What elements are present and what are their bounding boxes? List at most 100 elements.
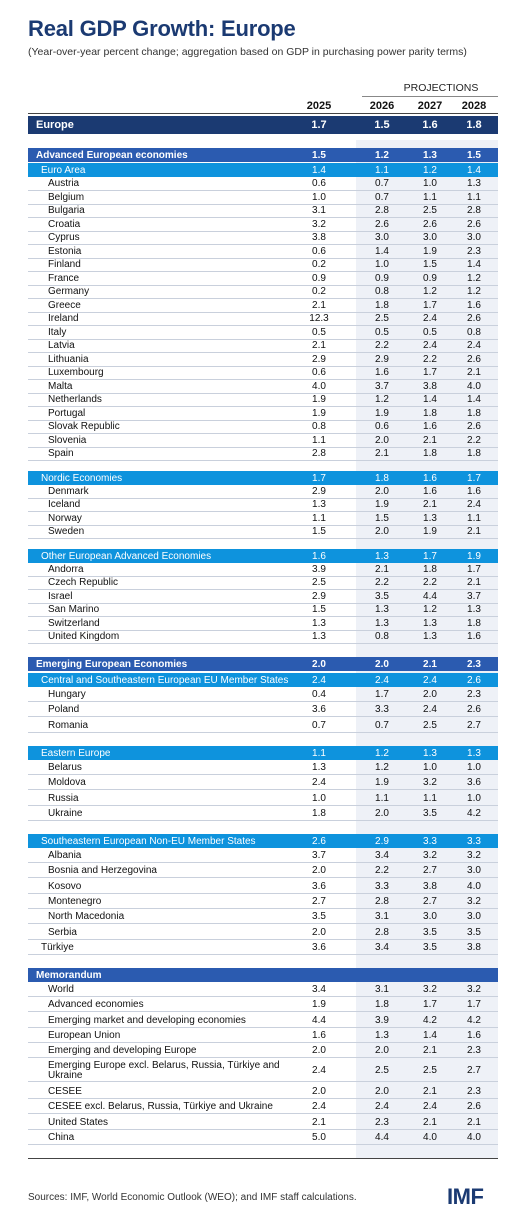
value-cell-2025: 1.6: [312, 1030, 326, 1041]
value-cell-2028: 1.8: [467, 617, 481, 629]
value-cell-2026: 2.0: [375, 526, 389, 537]
value-cell-2028: 2.6: [467, 313, 481, 324]
row-label: United States: [48, 1117, 109, 1128]
value-cell-2026: 2.0: [375, 434, 389, 446]
value-cell-2025: 2.1: [312, 299, 326, 311]
value-cell-2025: [297, 968, 341, 982]
value-cell-2025: 0.8: [312, 421, 326, 432]
value-cell-2027: 1.8: [423, 563, 437, 575]
table-row: Belgium 1.0 0.7 1.1 1.1: [28, 191, 498, 205]
value-cell-2027: 2.4: [423, 704, 437, 715]
row-label: Latvia: [48, 340, 75, 351]
value-cell-2028: 2.3: [467, 689, 481, 700]
value-cell-2028: 2.4: [467, 499, 481, 510]
value-cell-2025: 2.9: [312, 485, 326, 497]
table-row: Malta 4.0 3.7 3.8 4.0: [28, 380, 498, 394]
table-row: Latvia 2.1 2.2 2.4 2.4: [28, 339, 498, 353]
table-row: Nordic Economies 1.7 1.8 1.6 1.7: [28, 471, 498, 485]
value-cell-2027: 1.6: [423, 485, 437, 497]
value-cell-2025: 0.6: [312, 178, 326, 189]
value-cell-2027: 2.0: [423, 689, 437, 700]
row-label: Advanced economies: [48, 999, 144, 1010]
value-cell-2026: 2.2: [375, 865, 389, 876]
value-cell-2027: 1.6: [422, 119, 438, 131]
row-label: China: [48, 1132, 75, 1143]
page-title: Real GDP Growth: Europe: [28, 16, 296, 41]
value-cell-2026: 1.2: [375, 762, 389, 773]
value-cell-2027: 4.4: [423, 590, 437, 602]
value-cell-2028: 1.6: [467, 1030, 481, 1041]
table-row: Other European Advanced Economies 1.6 1.3 1…: [28, 549, 498, 563]
table-row: Iceland 1.3 1.9 2.1 2.4: [28, 498, 498, 512]
row-label: North Macedonia: [48, 911, 125, 922]
value-cell-2026: 1.2: [375, 394, 389, 405]
year-header-2028: 2028: [461, 100, 487, 112]
table-row: Poland 3.6 3.3 2.4 2.6: [28, 703, 498, 717]
row-label: World: [48, 984, 74, 995]
value-cell-2026: 2.4: [375, 1101, 389, 1112]
row-label: Switzerland: [48, 617, 100, 629]
value-cell-2027: 0.5: [423, 326, 437, 338]
table-row: Slovak Republic 0.8 0.6 1.6 2.6: [28, 420, 498, 434]
value-cell-2026: 2.5: [375, 1065, 389, 1076]
value-cell-2025: 2.0: [312, 1045, 326, 1056]
value-cell-2028: 1.4: [467, 164, 481, 176]
value-cell-2026: 0.6: [375, 421, 389, 432]
row-label: Serbia: [48, 927, 77, 938]
row-label: Estonia: [48, 245, 82, 257]
value-cell-2026: 2.0: [375, 808, 389, 819]
value-cell-2027: 0.9: [423, 272, 437, 284]
value-cell-2025: 1.7: [311, 119, 327, 131]
value-cell-2026: 2.1: [375, 563, 389, 575]
value-cell-2025: 1.7: [312, 472, 326, 484]
value-cell-2026: 1.5: [374, 119, 390, 131]
value-cell-2026: 2.6: [375, 218, 389, 230]
value-cell-2028: 0.8: [467, 326, 481, 338]
value-cell-2027: 3.2: [423, 850, 437, 861]
value-cell-2025: 5.0: [312, 1132, 326, 1143]
value-cell-2027: 1.4: [423, 394, 437, 405]
value-cell-2025: 1.5: [312, 604, 326, 615]
value-cell-2025: 1.5: [312, 526, 326, 537]
value-cell-2028: 1.8: [467, 448, 481, 459]
value-cell-2025: 2.0: [312, 865, 326, 876]
value-cell-2027: 2.5: [423, 205, 437, 216]
value-cell-2026: 2.5: [375, 313, 389, 324]
header-divider: [28, 113, 498, 114]
row-label: Türkiye: [41, 942, 74, 953]
value-cell-2026: 3.5: [375, 590, 389, 602]
value-cell-2027: 2.4: [423, 340, 437, 351]
table-row: Italy 0.5 0.5 0.5 0.8: [28, 326, 498, 340]
value-cell-2027: 1.7: [423, 299, 437, 311]
table-row: Emerging European Economies 2.0 2.0 2.1 2.3: [28, 657, 498, 671]
value-cell-2027: 1.7: [423, 367, 437, 378]
value-cell-2027: 1.4: [423, 1030, 437, 1041]
table-row: United Kingdom 1.3 0.8 1.3 1.6: [28, 630, 498, 644]
row-label: Croatia: [48, 218, 81, 230]
value-cell-2025: 3.6: [312, 704, 326, 715]
value-cell-2027: 3.5: [423, 808, 437, 819]
value-cell-2026: 2.3: [375, 1117, 389, 1128]
table-row: Luxembourg 0.6 1.6 1.7 2.1: [28, 366, 498, 380]
value-cell-2025: 1.8: [312, 808, 326, 819]
table-row: Central and Southeastern European EU Mem…: [28, 673, 498, 687]
value-cell-2027: 1.3: [423, 512, 437, 524]
value-cell-2028: 1.8: [467, 407, 481, 419]
value-cell-2026: 1.2: [375, 149, 389, 161]
value-cell-2025: 0.6: [312, 367, 326, 378]
value-cell-2025: 2.0: [312, 658, 326, 670]
table-row: Emerging market and developing economies…: [28, 1014, 498, 1028]
table-row: Serbia 2.0 2.8 3.5 3.5: [28, 926, 498, 940]
value-cell-2028: 2.6: [467, 704, 481, 715]
value-cell-2028: 2.3: [467, 658, 481, 670]
value-cell-2025: 1.3: [312, 762, 326, 773]
value-cell-2027: 2.5: [423, 1065, 437, 1076]
value-cell-2027: 1.2: [423, 164, 437, 176]
table-row: Finland 0.2 1.0 1.5 1.4: [28, 258, 498, 272]
value-cell-2028: 3.2: [467, 850, 481, 861]
table-row: Croatia 3.2 2.6 2.6 2.6: [28, 218, 498, 232]
value-cell-2028: 1.3: [467, 604, 481, 615]
row-label: Poland: [48, 704, 80, 715]
row-label: Ireland: [48, 313, 79, 324]
value-cell-2028: 2.6: [467, 1101, 481, 1112]
